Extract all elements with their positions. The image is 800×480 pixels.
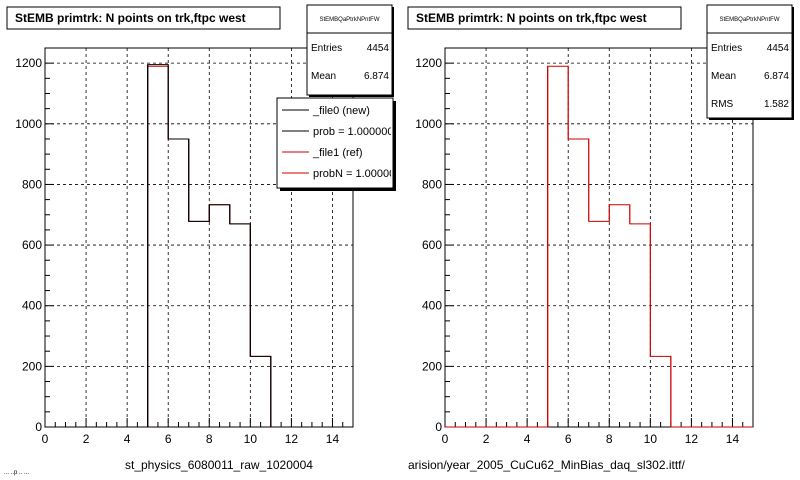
y-tick-label: 0 <box>435 420 442 434</box>
x-tick-label: 6 <box>565 432 572 446</box>
stats-box <box>706 4 793 119</box>
x-tick-label: 0 <box>442 432 449 446</box>
y-tick-label: 600 <box>22 238 42 252</box>
y-tick-label: 1000 <box>415 117 442 131</box>
y-tick-label: 800 <box>422 177 442 191</box>
stats-label: Entries <box>311 43 342 54</box>
stats-value: 4454 <box>367 43 390 54</box>
stats-label: RMS <box>711 99 734 110</box>
stats-value: 1.582 <box>764 99 789 110</box>
x-tick-label: 2 <box>483 432 490 446</box>
stats-label: Mean <box>311 71 336 82</box>
histogram-panel-left: 0 2 4 6 8 10 12 14 0 200 400 600 800 1000 1200 StEMB pr… <box>6 4 401 472</box>
x-tick-label: 14 <box>326 432 340 446</box>
x-tick-label: 2 <box>83 432 90 446</box>
footer-label: arision/year_2005_CuCu62_MinBias_daq_sl3… <box>408 458 686 472</box>
corner-note: ... ..p .. ... <box>4 470 29 476</box>
legend-entry-label: _file0 (new) <box>312 105 370 117</box>
x-tick-label: 12 <box>685 432 699 446</box>
x-tick-label: 0 <box>42 432 49 446</box>
stats-value: 6.874 <box>764 71 789 82</box>
x-tick-label: 8 <box>606 432 613 446</box>
stats-header: StEMBQaPtrkNPntFW <box>319 17 379 23</box>
x-tick-label: 8 <box>206 432 213 446</box>
y-tick-label: 1200 <box>15 56 42 70</box>
x-tick-label: 14 <box>726 432 740 446</box>
chart-title: StEMB primtrk: N points on trk,ftpc west <box>416 11 647 25</box>
stats-label: Entries <box>711 43 742 54</box>
legend-entry-label: _file1 (ref) <box>312 147 363 159</box>
plot-frame <box>444 47 754 428</box>
y-tick-label: 1000 <box>15 117 42 131</box>
y-tick-label: 800 <box>22 177 42 191</box>
chart-title: StEMB primtrk: N points on trk,ftpc west <box>15 11 246 25</box>
legend-entry-label: prob = 1.000000 <box>313 126 393 138</box>
x-tick-label: 4 <box>124 432 131 446</box>
y-tick-label: 200 <box>422 359 442 373</box>
y-tick-label: 200 <box>22 359 42 373</box>
y-tick-label: 600 <box>422 238 442 252</box>
y-tick-label: 400 <box>22 299 42 313</box>
title-box <box>407 6 682 30</box>
x-tick-label: 4 <box>524 432 531 446</box>
legend-entry-label: probN = 1.000000 <box>313 168 401 180</box>
x-tick-label: 12 <box>285 432 299 446</box>
stats-value: 4454 <box>767 43 790 54</box>
x-tick-label: 6 <box>165 432 172 446</box>
x-tick-label: 10 <box>244 432 258 446</box>
y-tick-label: 0 <box>35 420 42 434</box>
y-tick-label: 400 <box>422 299 442 313</box>
stats-box <box>306 4 393 96</box>
stats-header: StEMBQaPtrkNPntFW <box>719 17 779 23</box>
x-tick-label: 10 <box>644 432 658 446</box>
stats-value: 6.874 <box>364 71 389 82</box>
histogram-panel-right: 0 2 4 6 8 10 12 14 0 200 400 600 800 1000 1200 StEMB pr… <box>407 4 794 472</box>
legend-entries: _file0 (new) prob = 1.000000 _file1 (ref) p… <box>282 105 401 180</box>
footer-label: st_physics_6080011_raw_1020004 <box>125 458 313 472</box>
y-tick-label: 1200 <box>415 56 442 70</box>
title-box <box>6 6 281 30</box>
stats-label: Mean <box>711 71 736 82</box>
